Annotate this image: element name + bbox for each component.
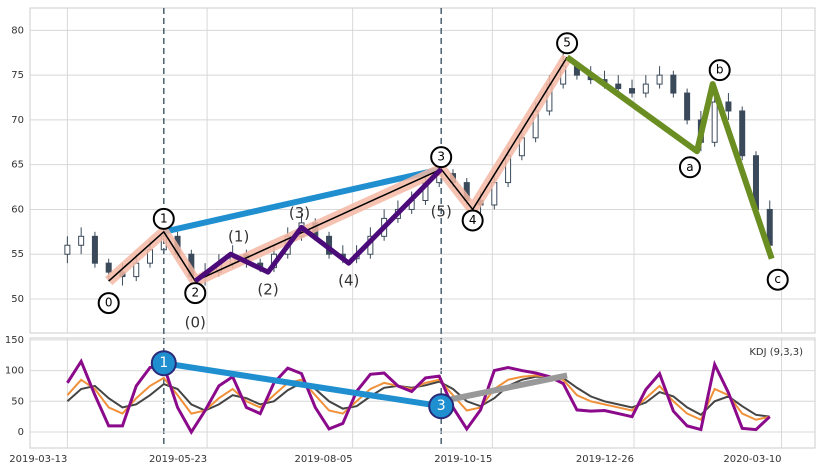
candle-body	[615, 83, 622, 90]
subwave-label: (2)	[257, 281, 278, 299]
wave-marker	[184, 282, 207, 305]
trend-line	[163, 360, 442, 410]
candle-body	[684, 92, 691, 121]
candle-body	[64, 244, 71, 255]
x-tick-label: 2019-10-15	[434, 454, 492, 465]
subwave-label: (1)	[228, 228, 249, 246]
candle-body	[91, 235, 98, 264]
trend-line	[440, 372, 568, 405]
y-tick-label: 50	[11, 396, 24, 407]
kdj-line	[66, 358, 771, 435]
kdj-plot: 0 50 100 150 KDJ (9,3,3) 1 3	[5, 335, 815, 438]
wave-label: 4	[469, 213, 477, 227]
correction-line	[565, 54, 775, 260]
x-tick-label: 2019-05-23	[149, 454, 207, 465]
trend-line	[163, 166, 442, 235]
y-tick-label: 0	[18, 427, 24, 438]
wave-marker	[678, 156, 701, 179]
y-tick-label: 150	[5, 335, 24, 346]
candle-body	[739, 110, 746, 157]
subwave-label: (3)	[289, 204, 310, 222]
subwave-label: (5)	[431, 203, 452, 221]
wave-marker	[766, 268, 789, 291]
subwave-label: (0)	[185, 314, 206, 332]
wave-label: 2	[191, 286, 199, 300]
wave-marker	[461, 209, 484, 232]
wave-marker	[556, 32, 579, 55]
candle-body	[105, 262, 112, 273]
wave-label: 1	[160, 211, 168, 225]
indicator-label: KDJ (9,3,3)	[749, 347, 803, 358]
y-tick-label: 65	[11, 160, 24, 171]
y-tick-label: 100	[5, 366, 24, 377]
y-tick-label: 80	[11, 25, 24, 36]
wave-label: b	[716, 63, 724, 77]
candle-body	[711, 101, 718, 143]
x-tick-label: 2019-08-05	[295, 454, 353, 465]
wave-marker	[428, 393, 455, 420]
candle-body	[629, 88, 636, 94]
candle-body	[656, 74, 663, 85]
candle-body	[670, 74, 677, 94]
wave-label: c	[774, 272, 781, 286]
x-tick-label: 2019-12-26	[576, 454, 634, 465]
kdj-panel	[29, 337, 816, 449]
x-tick-label: 2020-03-10	[723, 454, 781, 465]
wave-marker	[430, 146, 453, 169]
y-tick-label: 55	[11, 249, 24, 260]
wave-marker	[97, 292, 120, 315]
subwave-line	[193, 167, 443, 284]
subwave-label: (4)	[338, 272, 359, 290]
y-tick-label: 60	[11, 204, 24, 215]
impulse-line	[108, 56, 568, 282]
wave-marker	[708, 59, 731, 82]
wave-label: a	[686, 160, 693, 174]
y-tick-label: 75	[11, 70, 24, 81]
wave-label: 3	[437, 150, 445, 164]
wave-label: 1	[159, 355, 168, 371]
candle-body	[725, 101, 732, 112]
y-tick-label: 50	[11, 294, 24, 305]
wave-label: 0	[105, 296, 113, 310]
candle-body	[642, 83, 649, 94]
x-tick-label: 2019-03-13	[9, 454, 67, 465]
wave-label: 3	[437, 398, 446, 414]
candle-body	[78, 235, 85, 246]
wave-label: 5	[563, 36, 571, 50]
wave-marker	[152, 207, 175, 230]
y-tick-label: 70	[11, 115, 24, 126]
wave-marker	[150, 350, 177, 377]
